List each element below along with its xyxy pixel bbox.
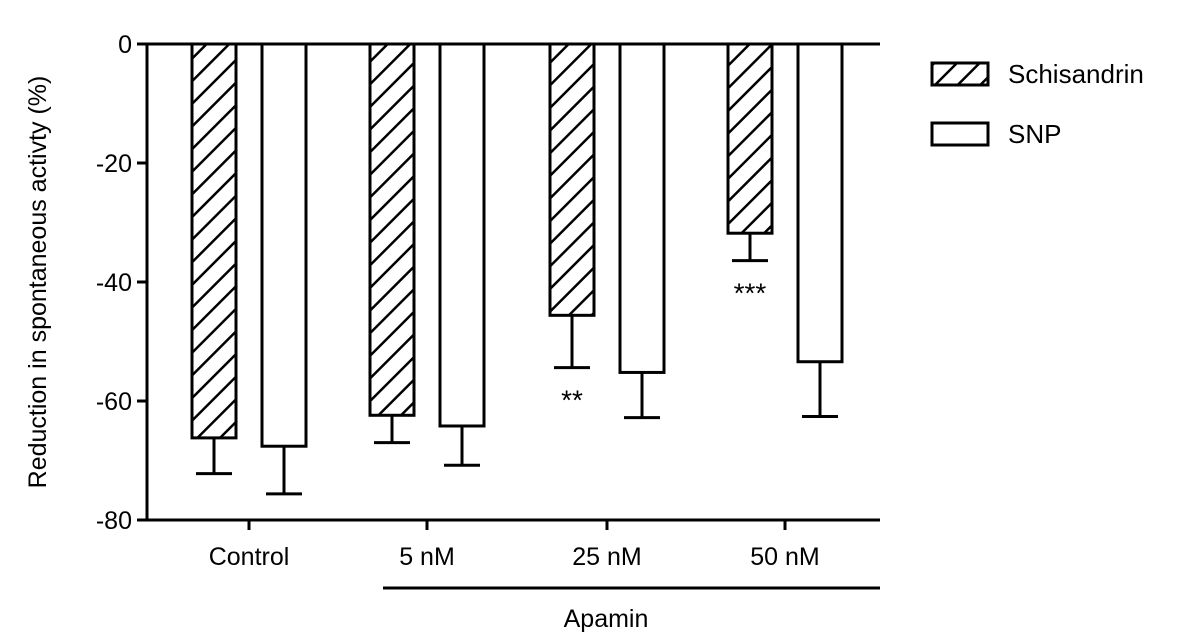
x-tick-label: 50 nM — [750, 543, 819, 571]
bar-schisandrin-2 — [548, 42, 596, 317]
bars-layer — [190, 42, 844, 496]
y-tick-label: -20 — [96, 150, 132, 178]
group-label: Apamin — [564, 605, 649, 633]
y-tick-label: -60 — [96, 388, 132, 416]
bar-schisandrin-1 — [368, 42, 416, 417]
x-tick-label: 5 nM — [399, 543, 455, 571]
bar-schisandrin-3 — [726, 42, 774, 235]
bar-snp-2 — [618, 42, 666, 374]
bar-schisandrin-0 — [190, 42, 238, 440]
axes-layer — [137, 42, 880, 590]
x-tick-label: Control — [209, 543, 290, 571]
legend-label-snp: SNP — [1008, 119, 1061, 149]
bar-snp-1 — [438, 42, 486, 428]
legend: Schisandrin SNP — [930, 59, 1144, 149]
x-tick-label: 25 nM — [572, 543, 641, 571]
significance-label: ** — [561, 385, 583, 416]
legend-swatch-schisandrin — [930, 61, 990, 87]
legend-swatch-snp — [930, 121, 990, 147]
significance-label: *** — [734, 278, 767, 309]
y-axis-title: Reduction in spontaneous activty (%) — [24, 76, 52, 489]
bar-snp-3 — [796, 42, 844, 364]
y-tick-label: -80 — [96, 507, 132, 535]
y-tick-label: 0 — [118, 31, 132, 59]
y-tick-label: -40 — [96, 269, 132, 297]
bar-snp-0 — [260, 42, 308, 448]
legend-label-schisandrin: Schisandrin — [1008, 59, 1144, 89]
